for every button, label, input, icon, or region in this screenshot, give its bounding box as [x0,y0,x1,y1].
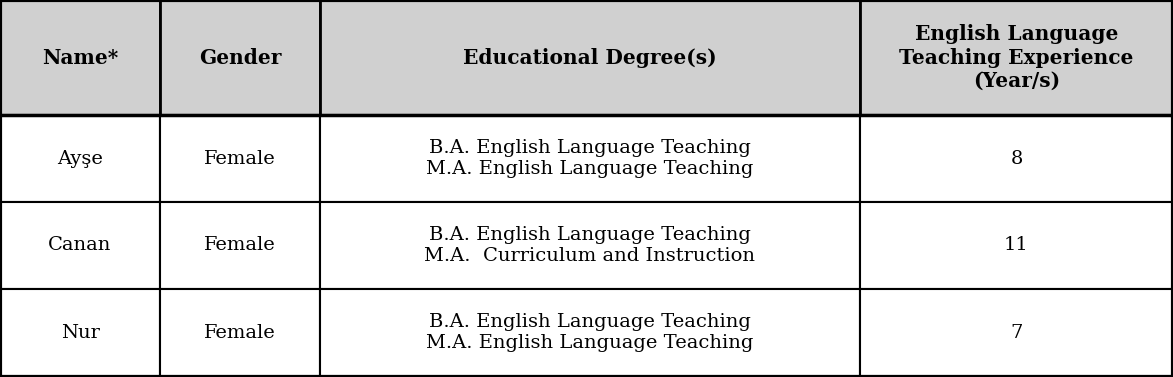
Bar [160,0,320,115]
Bar [0,0,160,115]
Bar [860,289,1173,376]
Text: Female: Female [204,323,276,342]
Text: B.A. English Language Teaching
M.A. English Language Teaching: B.A. English Language Teaching M.A. Engl… [426,139,754,178]
Text: Educational Degree(s): Educational Degree(s) [463,48,717,67]
Bar [160,202,320,289]
Text: Ayşe: Ayşe [57,150,103,167]
Text: Nur: Nur [61,323,100,342]
Text: English Language
Teaching Experience
(Year/s): English Language Teaching Experience (Ye… [900,24,1133,91]
Bar [860,115,1173,202]
Bar [160,115,320,202]
Bar [320,0,860,115]
Bar [860,202,1173,289]
Text: Female: Female [204,150,276,167]
Text: B.A. English Language Teaching
M.A. English Language Teaching: B.A. English Language Teaching M.A. Engl… [426,313,754,352]
Text: Gender: Gender [198,48,282,67]
Bar [320,289,860,376]
Bar [160,289,320,376]
Text: Name*: Name* [42,48,118,67]
Bar [860,0,1173,115]
Text: Canan: Canan [48,236,111,254]
Text: Female: Female [204,236,276,254]
Text: 8: 8 [1010,150,1023,167]
Bar [320,115,860,202]
Bar [0,289,160,376]
Bar [0,202,160,289]
Text: 11: 11 [1004,236,1029,254]
Text: 7: 7 [1010,323,1023,342]
Bar [0,115,160,202]
Text: B.A. English Language Teaching
M.A.  Curriculum and Instruction: B.A. English Language Teaching M.A. Curr… [425,226,755,265]
Bar [320,202,860,289]
